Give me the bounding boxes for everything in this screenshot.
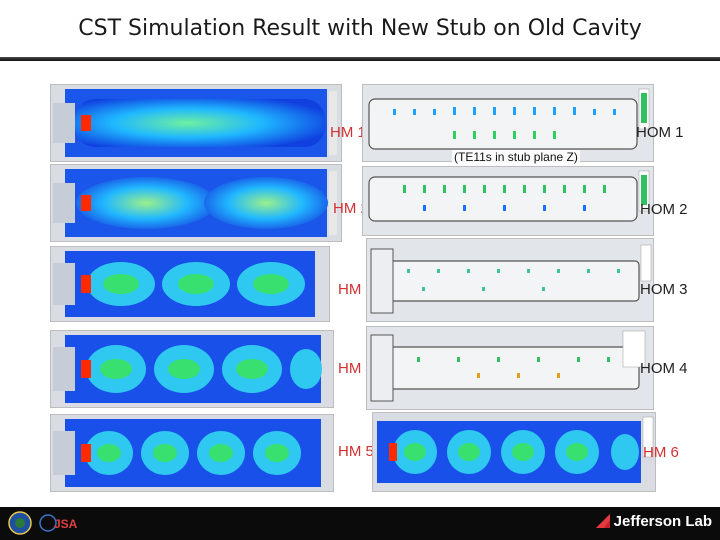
hom1-label: HOM 1 xyxy=(636,124,684,141)
hm4-label: HM 4 xyxy=(338,360,374,377)
field-map-hom2-graphic xyxy=(363,167,653,235)
field-map-hm5-graphic xyxy=(51,415,333,491)
jefferson-lab-mark-icon xyxy=(595,514,610,528)
hom3-label: HOM 3 xyxy=(640,281,688,298)
field-map-hm1-graphic xyxy=(51,85,341,161)
field-map-hm1 xyxy=(50,84,342,162)
caption-stub-plane-z: (TE11s in stub plane Z) xyxy=(452,150,580,164)
field-map-hom2 xyxy=(362,166,654,236)
hm1-label: HM 1 xyxy=(330,124,366,141)
jefferson-lab-brand: Jefferson Lab xyxy=(595,513,712,530)
hm5-label: HM 5 xyxy=(338,443,374,460)
hm2-label: HM 2 xyxy=(333,200,369,217)
jsa-logo: JSA xyxy=(39,514,78,532)
field-map-hom4-graphic xyxy=(367,327,653,409)
title-rule xyxy=(0,57,720,61)
doe-seal-logo xyxy=(8,511,32,535)
field-map-hm5 xyxy=(50,414,334,492)
slide-title: CST Simulation Result with New Stub on O… xyxy=(78,16,642,41)
hom4-label: HOM 4 xyxy=(640,360,688,377)
field-map-hm6-graphic xyxy=(373,413,655,491)
field-map-hom3 xyxy=(366,238,654,322)
field-map-hm2-graphic xyxy=(51,165,341,241)
field-map-hom4 xyxy=(366,326,654,410)
field-map-hom3-graphic xyxy=(367,239,653,321)
field-map-hm3 xyxy=(50,246,330,322)
hm6-label: HM 6 xyxy=(643,444,679,461)
svg-text:JSA: JSA xyxy=(54,517,78,531)
brand-text: Jefferson Lab xyxy=(613,513,712,530)
hm3-label: HM 3 xyxy=(338,281,374,298)
field-map-hm6 xyxy=(372,412,656,492)
field-map-hm4 xyxy=(50,330,334,408)
footer-bar: JSA Jefferson Lab xyxy=(0,507,720,540)
hom2-label: HOM 2 xyxy=(640,201,688,218)
field-map-hm3-graphic xyxy=(51,247,329,321)
field-map-hm2 xyxy=(50,164,342,242)
field-map-hom1-graphic xyxy=(363,85,653,161)
field-map-hom1 xyxy=(362,84,654,162)
field-map-hm4-graphic xyxy=(51,331,333,407)
